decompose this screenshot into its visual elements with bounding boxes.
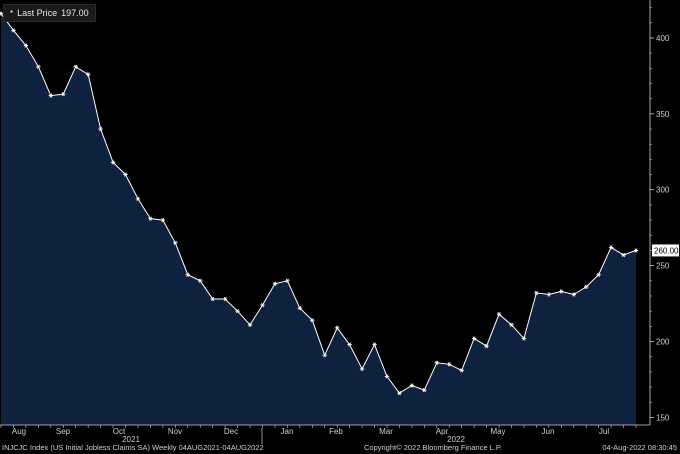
data-point: [347, 342, 352, 347]
data-point: [73, 64, 78, 69]
data-point: [509, 322, 514, 327]
data-point: [459, 368, 464, 373]
data-point: [583, 284, 589, 290]
data-point: [285, 278, 290, 283]
y-tick-label: 200: [656, 338, 670, 347]
data-point: [272, 281, 278, 286]
data-point: [48, 93, 54, 98]
data-point: [260, 302, 265, 308]
data-point: [135, 196, 141, 201]
x-tick-label: Jan: [281, 427, 294, 436]
footer-security-info: INJCJC Index (US Initial Jobless Claims …: [2, 443, 264, 452]
data-point: [297, 305, 303, 311]
footer: INJCJC Index (US Initial Jobless Claims …: [0, 443, 680, 454]
series-line: [0, 13, 637, 394]
data-point: [160, 217, 166, 223]
x-tick-label: Jul: [599, 427, 609, 436]
data-point: [521, 336, 527, 341]
data-point: [198, 278, 203, 283]
data-point: [397, 390, 402, 396]
data-point: [484, 343, 489, 349]
x-tick-label: May: [490, 427, 505, 436]
data-point: [633, 248, 639, 253]
data-point: [571, 292, 576, 297]
data-point: [496, 312, 502, 317]
data-point: [210, 296, 215, 302]
data-point: [372, 342, 377, 347]
data-point: [247, 322, 253, 327]
x-tick-label: Apr: [436, 427, 449, 436]
data-point: [23, 43, 29, 48]
data-point: [123, 172, 128, 177]
footer-timestamp: 04-Aug-2022 08:30:45: [602, 443, 677, 452]
data-point: [534, 290, 539, 296]
data-point: [359, 366, 365, 371]
data-point: [434, 360, 439, 365]
data-point: [98, 126, 103, 132]
y-tick-label: 350: [656, 110, 670, 119]
data-point: [173, 240, 178, 245]
data-point: [310, 318, 315, 323]
x-tick-label: Oct: [113, 427, 126, 436]
data-point: [185, 272, 190, 277]
y-tick-label: 150: [656, 413, 670, 422]
legend-marker: *: [10, 8, 14, 18]
data-point: [384, 374, 390, 379]
legend: * Last Price 197.00: [3, 4, 96, 22]
y-tick-label: 250: [656, 262, 670, 271]
data-point: [0, 11, 4, 16]
x-tick-label: Mar: [379, 427, 393, 436]
data-point: [546, 292, 552, 297]
data-point: [471, 336, 477, 341]
x-tick-label: Aug: [12, 427, 26, 436]
data-point: [334, 325, 340, 330]
data-point: [409, 383, 415, 388]
x-tick-label: Nov: [168, 427, 182, 436]
data-point: [110, 160, 116, 165]
data-point: [559, 289, 564, 294]
last-value-box: [652, 244, 679, 257]
y-axis: 150 200 250 300 350 400 260.00: [649, 0, 679, 425]
x-tick-label: Dec: [224, 427, 238, 436]
data-point: [422, 387, 427, 393]
x-tick-label: Sep: [56, 427, 71, 436]
data-point: [447, 362, 452, 367]
x-tick-label: Jun: [542, 427, 555, 436]
last-value-label: 260.00: [654, 246, 679, 255]
data-point: [322, 353, 327, 358]
y-tick-label: 300: [656, 186, 670, 195]
data-point: [235, 309, 240, 314]
plot-area: [0, 11, 639, 425]
data-point: [222, 296, 228, 302]
series-area: [1, 13, 636, 425]
y-tick-label: 400: [656, 34, 670, 43]
legend-label: Last Price: [17, 8, 58, 18]
legend-value: 197.00: [61, 8, 89, 18]
data-point: [608, 245, 614, 250]
data-point: [148, 216, 153, 221]
x-tick-label: Feb: [329, 427, 343, 436]
footer-copyright: Copyright© 2022 Bloomberg Finance L.P.: [364, 443, 502, 452]
data-point: [596, 272, 601, 277]
data-point: [85, 72, 91, 77]
year-label: 2022: [447, 435, 465, 444]
data-point: [621, 252, 626, 258]
data-point: [61, 91, 66, 97]
data-point: [11, 28, 16, 33]
year-label: 2021: [122, 435, 140, 444]
x-axis: Aug Sep Oct Nov Dec Jan Feb Mar Apr May Jun Jul 2021…: [0, 424, 650, 444]
data-point: [36, 64, 41, 69]
